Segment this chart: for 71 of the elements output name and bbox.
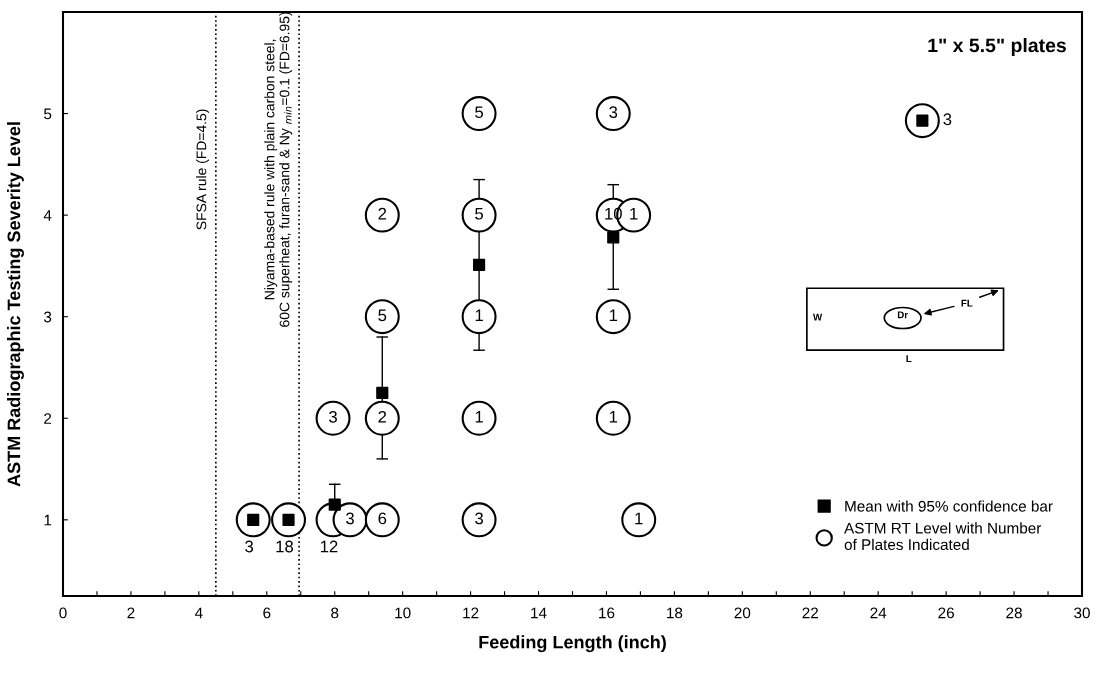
x-tick-label: 12 (463, 607, 479, 619)
point (364, 299, 400, 335)
point (461, 502, 497, 538)
legend-label: Mean with 95% confidence bar (845, 500, 1053, 512)
annotation: 2 (378, 410, 387, 423)
point (461, 400, 497, 436)
x-tick-label: 24 (870, 607, 887, 619)
x-tick-label: 18 (667, 607, 683, 619)
x-tick-label: 22 (802, 607, 818, 619)
x-tick-label: 16 (599, 607, 615, 619)
y-tick-label: 4 (43, 210, 52, 221)
annotation: 1 (475, 411, 483, 423)
x-tick-label: 28 (1006, 607, 1022, 619)
y-tick-label: 1 (44, 514, 52, 526)
y-tick-label: 5 (44, 108, 52, 120)
point (364, 197, 400, 233)
annotation: 3 (609, 106, 618, 119)
annotation: L (906, 355, 912, 362)
annotation: 1 (609, 309, 618, 322)
annotation: 18 (276, 540, 294, 553)
x-tick-label: 26 (938, 607, 954, 619)
point (595, 400, 631, 436)
annotation: 3 (346, 512, 354, 525)
x-tick-label: 30 (1074, 607, 1090, 619)
annotation: FL (961, 299, 973, 307)
annotation: 3 (475, 512, 483, 525)
y-tick-label: 3 (43, 311, 52, 323)
legend-label: ASTM RT Level with Number of Plates Indicated (844, 522, 1042, 551)
point (595, 299, 631, 335)
annotation: 2 (378, 207, 387, 220)
annotation: 1" x 5.5" plates (928, 37, 1066, 57)
x-tick-label: 20 (734, 607, 751, 619)
x-tick-label: 14 (531, 607, 547, 619)
point (461, 197, 497, 233)
point (315, 400, 351, 436)
annotation: 12 (320, 540, 338, 553)
x-axis-title: Feeding Length (inch) (479, 635, 666, 653)
point (461, 96, 497, 132)
x-tick-label: 8 (331, 607, 339, 619)
annotation: 3 (245, 540, 254, 553)
annotation: W (812, 313, 823, 321)
point (595, 96, 631, 132)
x-tick-label: 10 (395, 607, 411, 619)
annotation: 5 (378, 309, 387, 322)
x-tick-label: 4 (194, 607, 203, 619)
point (607, 231, 620, 244)
x-tick-label: 0 (59, 607, 67, 619)
annotation: 3 (329, 410, 337, 423)
point (461, 299, 497, 335)
point (364, 400, 400, 436)
point (332, 502, 368, 538)
ref-line-label: SFSA rule (FD=4.5) (196, 109, 210, 230)
x-tick-label: 6 (263, 607, 271, 619)
annotation: 3 (943, 113, 952, 126)
y-axis-title: ASTM Radiographic Testing Severity Level (7, 122, 24, 487)
annotation: 1 (609, 411, 618, 423)
annotation: 5 (475, 106, 484, 119)
point (328, 498, 341, 511)
point (364, 502, 400, 538)
annotation: 5 (475, 207, 484, 220)
y-tick-label: 2 (44, 413, 52, 424)
point (376, 386, 389, 399)
annotation: 1 (630, 207, 638, 220)
annotation: 1 (635, 512, 643, 525)
ref-line-label: Niyama-based rule with plain carbon steel, 60C superheat, furan-sand & Ny $_{min}$=0.1 (FD=6.95) (264, 12, 293, 327)
point (473, 258, 486, 271)
annotation: 6 (378, 512, 387, 525)
point (621, 502, 657, 538)
annotation: 1 (475, 309, 483, 322)
x-tick-label: 2 (127, 607, 135, 619)
annotation: Dr (897, 311, 908, 319)
